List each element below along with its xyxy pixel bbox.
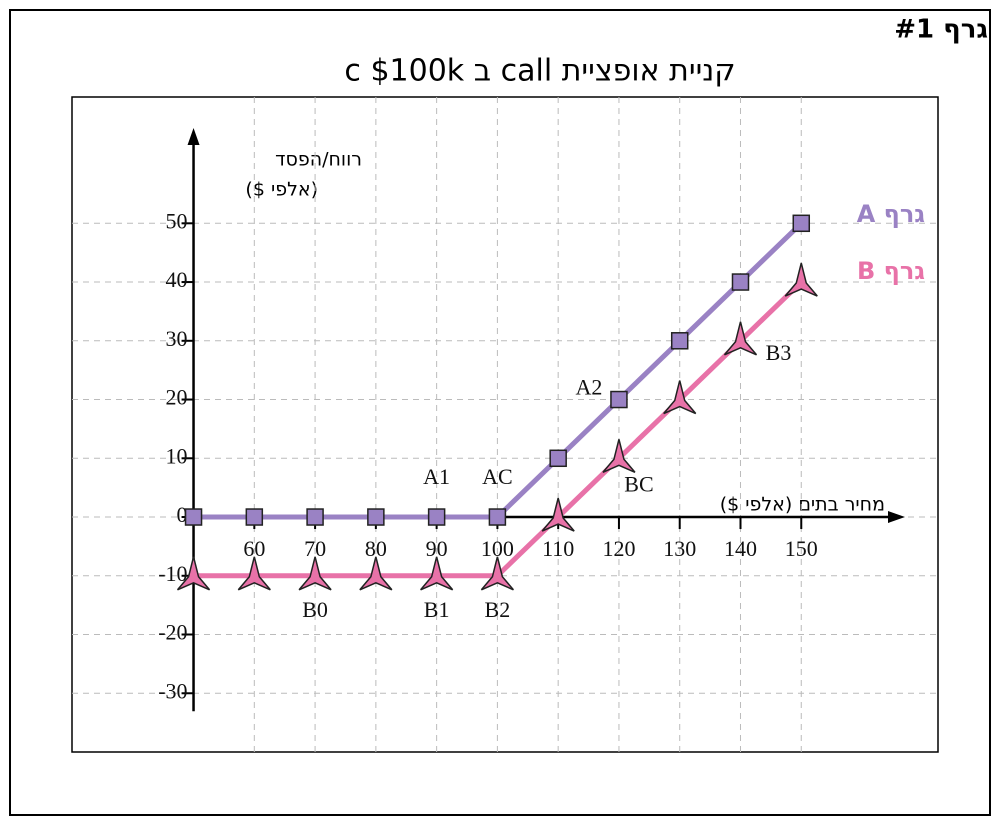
legend-entry: גרף B bbox=[857, 257, 925, 285]
point-label: AC bbox=[482, 464, 513, 489]
y-axis-arrow bbox=[187, 128, 200, 145]
point-label: B3 bbox=[766, 340, 792, 365]
x-tick-label: 80 bbox=[365, 536, 387, 561]
x-tick-label: 140 bbox=[724, 536, 757, 561]
plot-frame bbox=[71, 96, 939, 753]
star-marker bbox=[723, 321, 758, 356]
y-tick-label: 20 bbox=[166, 385, 188, 410]
square-marker bbox=[670, 332, 689, 350]
star-marker bbox=[480, 556, 514, 591]
x-tick-label: 70 bbox=[304, 536, 326, 561]
point-label: B2 bbox=[485, 597, 511, 622]
x-tick-label: 90 bbox=[426, 536, 448, 561]
point-label: A1 bbox=[423, 464, 450, 489]
y-tick-label: 50 bbox=[166, 208, 188, 233]
star-marker bbox=[359, 556, 393, 591]
star-marker bbox=[298, 556, 332, 591]
square-marker bbox=[306, 508, 324, 526]
square-marker bbox=[549, 449, 567, 468]
star-marker bbox=[663, 380, 697, 415]
star-marker bbox=[541, 497, 575, 532]
point-label: B0 bbox=[302, 597, 328, 622]
star-marker bbox=[237, 556, 271, 591]
badge: גרף #1 bbox=[894, 15, 988, 45]
y-tick-label: -20 bbox=[158, 620, 187, 645]
y-axis-unit: (אלפי $) bbox=[245, 179, 318, 201]
y-tick-label: 0 bbox=[177, 502, 188, 527]
star-marker bbox=[602, 439, 636, 473]
y-tick-label: -30 bbox=[158, 678, 187, 703]
square-marker bbox=[245, 508, 264, 526]
square-marker bbox=[731, 273, 750, 291]
point-label: B1 bbox=[424, 597, 450, 622]
y-tick-label: 10 bbox=[166, 443, 188, 468]
x-tick-label: 110 bbox=[542, 536, 574, 561]
chart-title: קניית אופציית call ב c $100k bbox=[344, 54, 735, 89]
outer-frame bbox=[9, 9, 991, 816]
legend-entry: גרף A bbox=[857, 200, 926, 228]
y-axis-label: רווח/הפסד bbox=[275, 149, 362, 171]
x-tick-label: 130 bbox=[663, 536, 696, 561]
x-axis-arrow bbox=[888, 511, 905, 524]
x-tick-label: 150 bbox=[785, 536, 818, 561]
point-label: BC bbox=[624, 471, 653, 496]
star-marker bbox=[176, 556, 211, 591]
star-marker bbox=[420, 556, 454, 591]
star-marker bbox=[784, 262, 818, 297]
y-tick-label: 30 bbox=[166, 326, 188, 351]
x-axis-label: מחיר בתים (אלפי $) bbox=[720, 494, 885, 516]
square-marker bbox=[610, 390, 628, 409]
point-label: A2 bbox=[576, 375, 603, 400]
square-marker bbox=[184, 508, 203, 526]
square-marker bbox=[488, 508, 507, 526]
square-marker bbox=[792, 214, 811, 233]
x-tick-label: 60 bbox=[243, 536, 265, 561]
y-tick-label: -10 bbox=[158, 561, 187, 586]
x-tick-label: 120 bbox=[602, 536, 635, 561]
square-marker bbox=[427, 508, 446, 526]
square-marker bbox=[367, 508, 385, 526]
y-tick-label: 40 bbox=[166, 267, 188, 292]
